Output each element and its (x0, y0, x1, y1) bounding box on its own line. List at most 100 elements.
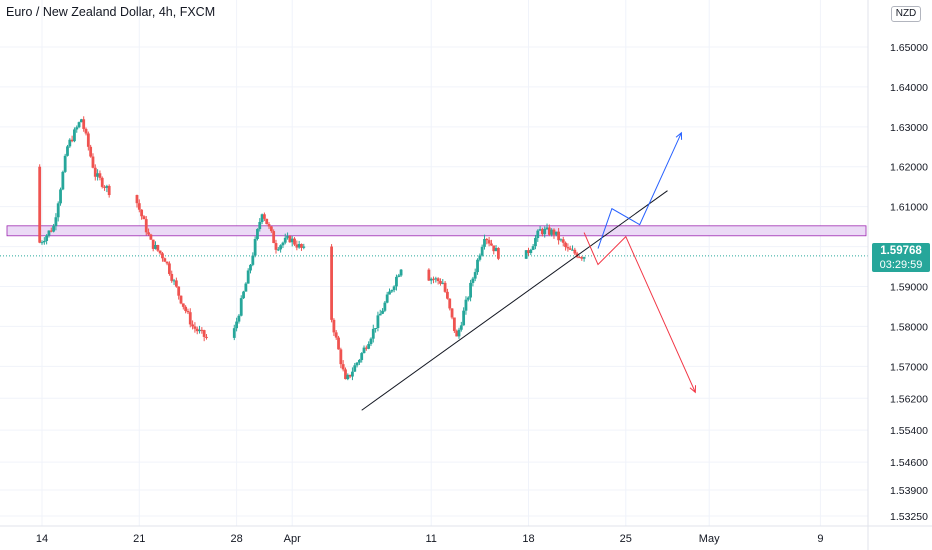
candle-body (54, 217, 58, 227)
candle-body (200, 329, 204, 331)
candle-body (63, 155, 67, 172)
candle-body (492, 245, 496, 252)
candle-body (253, 239, 257, 256)
bearish-projection[interactable] (583, 232, 696, 393)
last-price: 1.59768 (880, 245, 922, 257)
candle-body (300, 244, 303, 248)
candle-body (40, 242, 44, 244)
y-tick-label: 1.63000 (890, 122, 928, 134)
candle-body (462, 310, 466, 326)
candle-body (337, 337, 340, 350)
projections[interactable] (583, 131, 697, 394)
candle-body (334, 332, 338, 338)
candle-body (452, 317, 456, 331)
y-tick-label: 1.53250 (890, 511, 928, 523)
candle-body (66, 146, 69, 156)
candle-body (381, 310, 384, 314)
candle-body (348, 374, 352, 377)
candle-body (362, 347, 366, 354)
candle-body (249, 264, 252, 271)
y-tick-label: 1.54600 (890, 457, 928, 469)
candle-body (483, 238, 486, 247)
candle-body (469, 282, 472, 298)
candle-body (174, 280, 178, 287)
candle-body (524, 250, 528, 259)
candle-body (390, 290, 394, 292)
candle-body (135, 195, 139, 204)
candle-body (529, 249, 533, 253)
candles (38, 116, 586, 381)
candle-body (471, 278, 475, 283)
candle-body (181, 303, 185, 307)
candle-body (251, 255, 255, 265)
candle-body (302, 246, 306, 248)
candle-body (290, 238, 294, 243)
candle-body (571, 249, 574, 251)
candle-body (559, 239, 563, 241)
candle-body (184, 306, 188, 311)
candle-body (96, 173, 99, 177)
chart-title: Euro / New Zealand Dollar, 4h, FXCM (6, 5, 216, 19)
candle-body (397, 275, 401, 277)
candle-body (429, 278, 433, 281)
bullish-projection[interactable] (597, 132, 682, 249)
y-tick-label: 1.55400 (890, 425, 928, 437)
candle-body (432, 278, 435, 280)
y-tick-label: 1.64000 (890, 82, 928, 94)
candle-body (100, 177, 104, 187)
candle-body (378, 313, 382, 316)
candle-body (103, 186, 106, 188)
x-tick-label: 18 (522, 533, 534, 545)
trendline[interactable] (361, 190, 668, 411)
candle-body (357, 360, 361, 363)
candle-body (536, 230, 540, 239)
candle-body (385, 294, 389, 303)
candle-body (265, 218, 269, 225)
bullish-projection-arrowhead (675, 131, 683, 140)
candle-body (473, 272, 477, 279)
y-tick-label: 1.65000 (890, 42, 928, 54)
candle-body (293, 238, 296, 245)
candle-body (149, 234, 153, 240)
candle-body (91, 156, 95, 168)
candle-body (545, 227, 549, 230)
candle-body (142, 216, 146, 220)
candle-body (573, 249, 577, 254)
candle-body (360, 353, 364, 361)
currency-badge[interactable]: NZD (891, 6, 921, 22)
x-tick-label: 14 (36, 533, 48, 545)
candle-body (191, 324, 194, 327)
candle-body (448, 298, 452, 309)
candle-body (68, 139, 72, 147)
candle-body (566, 247, 570, 249)
bar-countdown: 03:29:59 (879, 259, 923, 271)
candle-body (42, 240, 46, 243)
candle-body (260, 214, 264, 223)
candle-body (543, 229, 547, 235)
candle-body (439, 281, 442, 284)
candle-body (156, 245, 160, 251)
candle-body (459, 325, 463, 330)
candle-body (144, 219, 148, 233)
candle-body (344, 369, 347, 380)
candle-body (464, 299, 468, 311)
candle-body (177, 286, 181, 296)
resistance-zone[interactable] (6, 225, 867, 237)
candle-body (105, 185, 109, 188)
candle-body (427, 269, 431, 281)
candle-body (388, 291, 391, 295)
candle-body (179, 295, 183, 304)
candle-body (244, 283, 248, 292)
candle-body (193, 326, 197, 329)
x-tick-label: 28 (230, 533, 242, 545)
candle-body (443, 282, 447, 292)
y-tick-label: 1.61000 (890, 202, 928, 214)
x-tick-label: 21 (133, 533, 145, 545)
x-tick-label: 9 (817, 533, 823, 545)
candle-body (82, 119, 86, 129)
candle-body (56, 203, 60, 218)
candle-body (557, 231, 561, 241)
candle-body (256, 229, 259, 240)
candle-body (446, 291, 449, 299)
